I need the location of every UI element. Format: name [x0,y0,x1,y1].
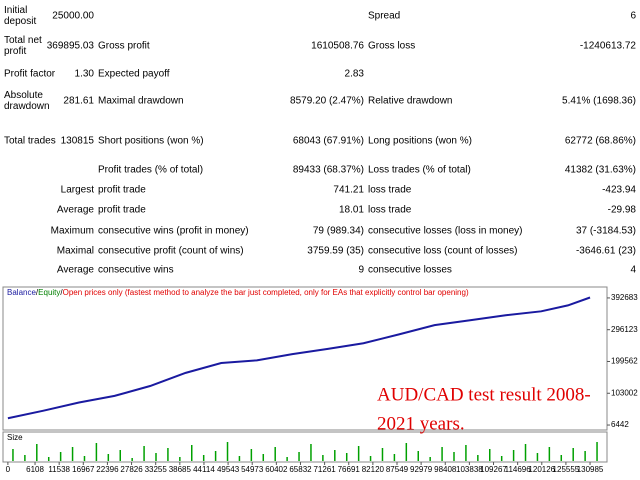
stat-label: Gross loss [368,40,416,52]
x-tick-label: 98408 [434,465,457,474]
stat-label: consecutive wins [98,264,174,276]
stat-label: Largest [60,184,94,196]
stat-label: profit trade [98,184,146,196]
stat-value: 62772 (68.86%) [564,135,636,147]
x-tick-label: 16967 [72,465,95,474]
stat-value: 741.21 [333,184,364,196]
x-tick-label: 65832 [289,465,312,474]
stat-value: -1240613.72 [579,40,636,52]
stat-value: 3759.59 (35) [307,245,364,257]
legend-separator: / [60,288,63,297]
stat-label: profit trade [98,204,146,216]
stat-label: Total net profit [4,35,42,57]
stat-label: consecutive loss (count of losses) [368,245,518,257]
x-tick-label: 60402 [265,465,288,474]
stat-label: Gross profit [98,40,150,52]
stat-value: 18.01 [338,204,364,216]
stat-label: loss trade [368,204,412,216]
x-tick-label: 71261 [313,465,336,474]
stat-value: 8579.20 (2.47%) [290,95,364,107]
x-tick-label: 11538 [48,465,70,474]
stat-label: Short positions (won %) [98,135,204,147]
x-tick-label: 76691 [338,465,361,474]
legend-separator: / [36,288,39,297]
x-tick-label: 49543 [217,465,240,474]
stat-label: Profit trades (% of total) [98,164,204,176]
stat-label: Long positions (won %) [368,135,472,147]
stat-label: Maximum [50,225,94,237]
stat-value: -423.94 [602,184,636,196]
stat-label: consecutive losses [368,264,452,276]
size-label: Size [7,433,23,442]
stat-label: consecutive profit (count of wins) [98,245,244,257]
x-tick-label: 33255 [145,465,168,474]
stat-value: 25000.00 [52,10,94,22]
stat-value: 369895.03 [46,40,94,52]
annotation: AUD/CAD test result 2008- [377,384,591,405]
stat-value: -29.98 [607,204,636,216]
stat-value: 1610508.76 [311,40,364,52]
legend-entry: Equity [38,288,60,297]
x-tick-label: 114696 [505,465,532,474]
stat-label: Loss trades (% of total) [368,164,471,176]
stat-label: Average [56,264,94,276]
stat-label: consecutive losses (loss in money) [368,225,523,237]
stat-value: 6 [630,10,636,22]
stat-value: 68043 (67.91%) [292,135,364,147]
stat-label: loss trade [368,184,412,196]
y-tick-label: 103002 [611,388,638,397]
stat-value: 37 (-3184.53) [575,225,636,237]
legend-entry: Balance [7,288,36,297]
size-frame [2,431,608,463]
stat-label: Maximal [56,245,94,257]
stat-value: 9 [358,264,364,276]
legend-entry: Open prices only (fastest method to anal… [63,288,469,297]
x-tick-label: 22396 [96,465,119,474]
stat-value: 89433 (68.37%) [292,164,364,176]
stat-label: Spread [368,10,401,22]
x-tick-label: 0 [6,465,11,474]
balance-line [7,296,591,420]
stat-label: Profit factor [4,68,56,80]
stat-label: Expected payoff [98,68,170,80]
x-tick-label: 54973 [241,465,264,474]
legend: Balance/Equity/Open prices only (fastest… [7,288,469,297]
stat-value: 2.83 [344,68,364,80]
stat-value: 5.41% (1698.36) [562,95,636,107]
stat-value: 4 [630,264,636,276]
stat-value: 41382 (31.63%) [564,164,636,176]
x-tick-label: 87549 [386,465,409,474]
x-tick-label: 130985 [577,465,604,474]
stat-label: Absolute drawdown [4,90,50,112]
annotation: 2021 years. [377,413,465,434]
stat-label: Relative drawdown [368,95,453,107]
stat-value: 1.30 [74,68,94,80]
stat-value: 79 (989.34) [312,225,364,237]
stat-value: -3646.61 (23) [575,245,636,257]
stat-value: 281.61 [63,95,94,107]
x-tick-label: 38685 [169,465,192,474]
stat-label: consecutive wins (profit in money) [98,225,249,237]
y-tick-label: 199562 [611,357,638,366]
x-tick-label: 125555 [553,465,580,474]
stat-label: Maximal drawdown [98,95,184,107]
plot-frame [2,286,608,431]
stat-value: 130815 [60,135,94,147]
x-tick-label: 44114 [193,465,215,474]
x-tick-label: 82120 [362,465,385,474]
stat-label: Total trades [4,135,56,147]
y-tick-label: 296123 [611,325,638,334]
x-tick-label: 27826 [120,465,143,474]
y-tick-label: 6442 [611,420,629,429]
stat-label: Initial deposit [4,5,37,27]
x-tick-label: 103838 [456,465,483,474]
stat-label: Average [56,204,94,216]
y-tick-label: 392683 [611,293,638,302]
x-tick-label: 6108 [26,465,44,474]
x-tick-label: 92979 [410,465,433,474]
x-tick-label: 109267 [480,465,507,474]
x-tick-label: 120126 [528,465,555,474]
